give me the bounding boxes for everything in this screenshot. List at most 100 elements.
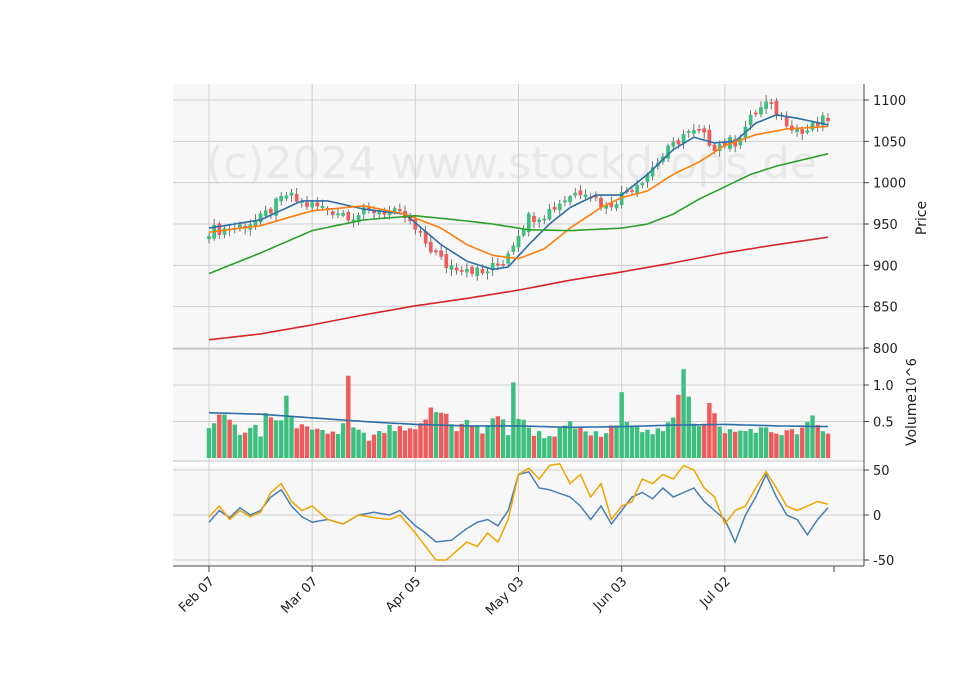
volume-bar <box>758 427 764 458</box>
volume-bar <box>578 426 583 458</box>
candle-body <box>526 213 531 233</box>
candle-body <box>506 253 511 264</box>
oscillator-tick-label: -50 <box>873 554 894 569</box>
price-tick-label: 1000 <box>873 177 906 192</box>
volume-bar <box>449 424 454 458</box>
volume-bar <box>552 436 557 458</box>
candle-body <box>676 140 681 145</box>
candle-body <box>764 101 768 109</box>
candle-body <box>578 190 583 196</box>
volume-bar <box>526 427 532 458</box>
volume-bar <box>614 425 619 458</box>
candle-body <box>640 182 645 186</box>
volume-bar <box>702 423 707 458</box>
volume-bar <box>438 412 444 458</box>
candle-body <box>686 131 691 133</box>
volume-bar <box>464 419 470 458</box>
candle-body <box>444 254 449 269</box>
volume-bar <box>794 434 800 458</box>
volume-bar <box>629 425 635 458</box>
candle-body <box>516 235 521 248</box>
volume-bar <box>738 430 743 458</box>
volume-bar <box>289 415 294 458</box>
candle-body <box>563 200 567 203</box>
volume-bar <box>588 435 593 458</box>
volume-bar <box>377 431 382 458</box>
candle-body <box>692 130 696 134</box>
volume-bar <box>387 424 392 458</box>
volume-bar <box>284 395 289 458</box>
volume-tick-label: 1.0 <box>873 379 894 394</box>
oscillator-line <box>208 462 829 561</box>
volume-bar <box>619 392 624 458</box>
volume-bar <box>222 414 227 458</box>
candle-body <box>573 192 578 196</box>
candle-body <box>377 209 382 215</box>
volume-bar <box>598 436 604 458</box>
volume-bar <box>371 434 377 458</box>
candle-body <box>465 269 469 273</box>
candle-body <box>810 122 815 130</box>
candle-body <box>217 223 222 235</box>
price-ma-line <box>208 152 829 275</box>
price-tick-label: 800 <box>873 342 898 357</box>
candle-body <box>305 202 309 207</box>
volume-bar <box>495 416 501 458</box>
volume-bar <box>557 427 562 458</box>
volume-bar <box>671 417 676 458</box>
volume-bar <box>810 415 815 458</box>
volume-bar <box>732 431 738 458</box>
oscillator-tick-label: 0 <box>873 509 881 524</box>
volume-bar <box>490 418 495 458</box>
volume-bar <box>583 431 588 458</box>
candle-body <box>439 250 443 257</box>
candle-body <box>557 203 562 211</box>
volume-bar <box>217 414 222 458</box>
volume-bar <box>206 428 212 458</box>
volume-tick-label: 0.5 <box>873 416 894 431</box>
volume-bar <box>248 428 253 458</box>
volume-bar <box>294 428 299 458</box>
volume-bar <box>304 426 310 458</box>
candle-body <box>769 102 774 104</box>
candle-body <box>289 192 294 196</box>
volume-bar <box>748 428 753 458</box>
volume-bar <box>707 402 712 458</box>
candle-body <box>294 193 299 202</box>
oscillator-panel <box>208 462 829 561</box>
candle-body <box>826 117 830 122</box>
volume-bar <box>340 423 346 458</box>
candle-body <box>697 129 701 131</box>
candle-body <box>681 134 686 144</box>
volume-bar <box>366 440 372 458</box>
volume-bar <box>562 425 568 458</box>
candle-body <box>372 210 376 214</box>
volume-bar <box>686 396 691 458</box>
candle-body <box>346 211 351 221</box>
volume-bar <box>784 430 789 458</box>
candle-body <box>341 212 345 216</box>
price-ma-line <box>208 125 829 260</box>
volume-bar <box>681 369 686 458</box>
candle-body <box>454 267 459 271</box>
volume-bar <box>696 426 702 458</box>
candle-body <box>449 265 454 270</box>
candle-body <box>712 144 717 151</box>
candle-body <box>470 266 474 274</box>
volume-bar <box>407 428 413 458</box>
volume-bar <box>211 423 217 458</box>
volume-bar <box>325 433 330 458</box>
candle-body <box>614 204 619 209</box>
candle-body <box>501 263 505 266</box>
candle-body <box>542 218 547 221</box>
date-tick-label: Mar 07 <box>278 574 321 617</box>
price-tick-label: 1100 <box>873 94 906 109</box>
candle-body <box>279 195 284 202</box>
volume-bar <box>402 430 408 458</box>
volume-bar <box>242 432 248 458</box>
volume-axis-label: Volume <box>904 394 920 446</box>
volume-bar <box>640 432 645 458</box>
volume-bar <box>573 428 578 458</box>
volume-bar <box>815 424 820 458</box>
date-tick-label: Apr 05 <box>383 574 424 615</box>
